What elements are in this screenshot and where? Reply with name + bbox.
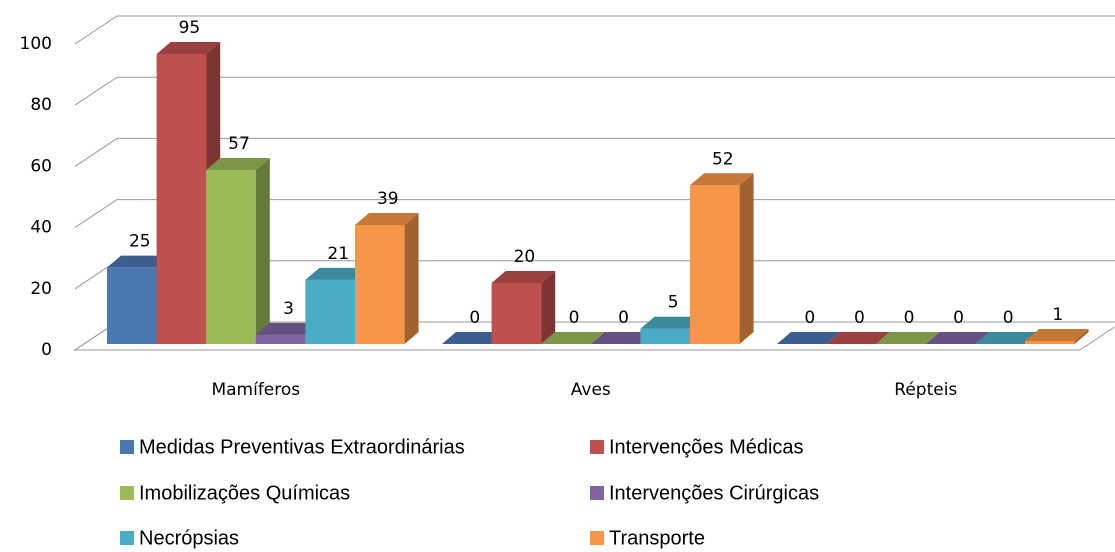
bar-top bbox=[107, 255, 171, 268]
bar-front bbox=[1025, 340, 1075, 344]
bar-top bbox=[1025, 328, 1089, 341]
data-label: 0 bbox=[469, 308, 480, 328]
bar-side bbox=[1074, 328, 1089, 344]
grid-line bbox=[74, 199, 1115, 229]
bar-front bbox=[255, 334, 306, 344]
data-label: 0 bbox=[569, 308, 580, 328]
data-label: 0 bbox=[854, 308, 865, 328]
legend-swatch bbox=[590, 486, 604, 500]
data-label: 20 bbox=[514, 247, 536, 267]
x-tick-label: Mamíferos bbox=[211, 380, 300, 400]
bar-top bbox=[826, 332, 891, 344]
bar-front bbox=[491, 282, 542, 344]
legend-label: Necrópsias bbox=[139, 527, 239, 549]
bar-top bbox=[541, 332, 605, 344]
legend-label: Intervenções Cirúrgicas bbox=[609, 482, 819, 504]
bar-top bbox=[355, 212, 419, 225]
legend-swatch bbox=[590, 440, 604, 454]
bar-top bbox=[640, 316, 704, 329]
legend-label: Imobilizações Químicas bbox=[139, 482, 350, 504]
bar-top bbox=[442, 332, 506, 344]
legend-label: Intervenções Médicas bbox=[609, 436, 804, 458]
data-label: 0 bbox=[804, 308, 815, 328]
legend-swatch bbox=[120, 486, 134, 500]
y-tick-label: 20 bbox=[30, 279, 52, 299]
y-tick-label: 40 bbox=[30, 218, 52, 238]
data-label: 5 bbox=[668, 293, 679, 313]
bar-top bbox=[777, 332, 841, 344]
bar-side bbox=[255, 158, 270, 344]
bar-front bbox=[690, 185, 740, 344]
grid-line bbox=[74, 76, 1115, 106]
bar-side bbox=[739, 173, 754, 344]
legend-label: Transporte bbox=[609, 527, 705, 549]
bar-top bbox=[590, 332, 655, 344]
bar-top bbox=[206, 158, 270, 170]
bar-side bbox=[404, 212, 419, 344]
data-label: 21 bbox=[327, 244, 349, 264]
y-tick-label: 100 bbox=[20, 34, 52, 54]
bar-top bbox=[156, 42, 221, 54]
legend-swatch bbox=[120, 440, 134, 454]
x-tick-label: Aves bbox=[571, 380, 611, 400]
bar-front bbox=[156, 54, 207, 344]
bar-top bbox=[255, 322, 320, 335]
bar-side bbox=[541, 270, 556, 344]
bar-top bbox=[876, 332, 940, 344]
legend-swatch bbox=[120, 531, 134, 545]
y-tick-label: 0 bbox=[41, 340, 52, 360]
data-label: 39 bbox=[377, 189, 399, 209]
data-label: 0 bbox=[1003, 308, 1014, 328]
grid-line bbox=[74, 137, 1115, 167]
bar-front bbox=[206, 170, 256, 344]
bar-front bbox=[305, 279, 355, 344]
bar-top bbox=[690, 173, 754, 186]
data-label: 52 bbox=[712, 149, 734, 169]
bar-front bbox=[107, 267, 157, 344]
data-label: 0 bbox=[904, 308, 915, 328]
data-label: 0 bbox=[953, 308, 964, 328]
data-label: 0 bbox=[618, 308, 629, 328]
grid-line bbox=[74, 15, 1115, 45]
bar-top bbox=[491, 270, 556, 283]
data-label: 57 bbox=[228, 134, 250, 154]
x-tick-label: Répteis bbox=[894, 380, 957, 400]
y-tick-label: 80 bbox=[30, 95, 52, 115]
y-tick-label: 60 bbox=[30, 156, 52, 176]
data-label: 3 bbox=[283, 299, 294, 319]
data-label: 25 bbox=[129, 232, 151, 252]
bar-top bbox=[975, 332, 1039, 344]
legend-label: Medidas Preventivas Extraordinárias bbox=[139, 436, 465, 458]
bar-front bbox=[355, 224, 405, 344]
data-label: 1 bbox=[1052, 305, 1063, 325]
bar-top bbox=[305, 267, 369, 280]
data-label: 95 bbox=[179, 18, 201, 38]
bar-front bbox=[640, 328, 690, 344]
bar-top bbox=[925, 332, 990, 344]
legend-swatch bbox=[590, 531, 604, 545]
